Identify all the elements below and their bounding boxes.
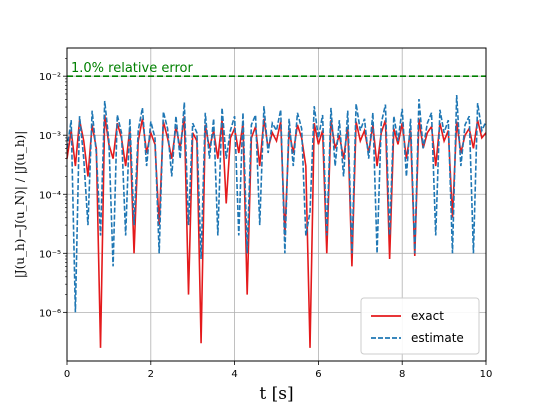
y-tick-label: 10⁻⁴: [39, 190, 61, 201]
legend-label-exact: exact: [411, 309, 444, 323]
x-tick-label: 6: [315, 369, 321, 380]
x-tick-label: 4: [231, 369, 237, 380]
legend-box: [360, 297, 480, 355]
y-tick-label: 10⁻³: [39, 131, 61, 142]
ticks: 0 2 4 6 8 10 10⁻⁶ 10⁻⁵ 10⁻⁴ 10⁻³ 10⁻²: [39, 58, 492, 380]
legend-label-estimate: estimate: [411, 331, 464, 345]
x-tick-label: 8: [399, 369, 405, 380]
y-tick-label: 10⁻⁵: [39, 249, 61, 260]
reference-line-label: 1.0% relative error: [71, 61, 193, 76]
y-axis-label: |J(u_h)−J(u_N)| / |J(u_h)|: [13, 131, 27, 279]
y-tick-label: 10⁻⁶: [39, 308, 61, 319]
legend: exact estimate: [360, 297, 480, 355]
series-group: [66, 94, 487, 348]
series-line-estimate: [66, 94, 487, 313]
plot-frame: [66, 47, 487, 362]
y-tick-label: 10⁻²: [39, 72, 61, 83]
x-tick-label: 2: [148, 369, 154, 380]
x-tick-label: 10: [480, 369, 493, 380]
axes: [66, 47, 487, 362]
x-tick-label: 0: [64, 369, 70, 380]
x-axis-label: t [s]: [259, 384, 293, 404]
